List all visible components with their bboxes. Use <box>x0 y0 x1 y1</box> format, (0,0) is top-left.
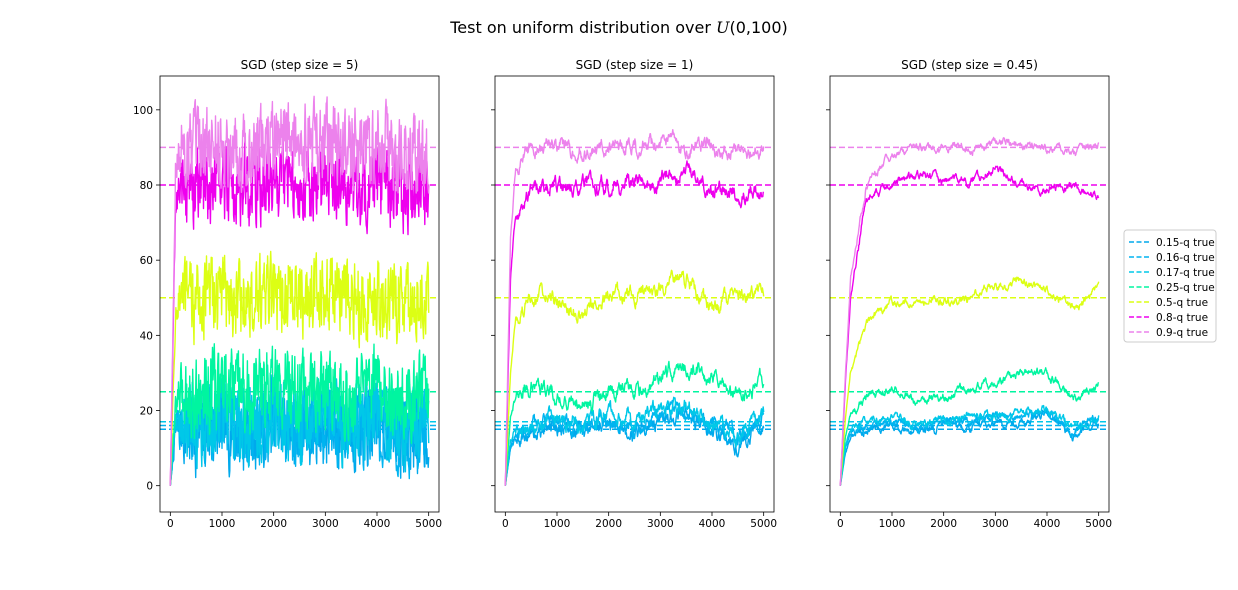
subplot-title: SGD (step size = 0.45) <box>901 58 1038 72</box>
x-tick-label: 3000 <box>312 518 339 530</box>
series-line-0.17-q <box>504 396 765 486</box>
series-line-0.25-q <box>504 360 765 486</box>
x-tick-label: 3000 <box>982 518 1009 530</box>
x-tick-label: 2000 <box>260 518 287 530</box>
x-tick-label: 2000 <box>930 518 957 530</box>
x-tick-label: 0 <box>502 518 509 530</box>
plot-area <box>830 136 1109 486</box>
subplot-1: SGD (step size = 5)0 1000 2000 3000 4000 5000… <box>133 58 442 530</box>
axes-frame <box>494 75 775 513</box>
legend-item: 0.9-q true <box>1129 327 1208 339</box>
legend-item: 0.17-q true <box>1129 267 1215 279</box>
legend-item: 0.8-q true <box>1129 312 1208 324</box>
series-line-0.16-q <box>504 399 765 486</box>
y-tick-label: 20 <box>140 406 153 418</box>
subplot-title: SGD (step size = 1) <box>576 58 694 72</box>
series-line-0.25-q <box>169 343 430 486</box>
legend-box <box>1123 229 1217 343</box>
x-tick-label: 3000 <box>647 518 674 530</box>
x-tick-label: 4000 <box>699 518 726 530</box>
x-tick-label: 2000 <box>595 518 622 530</box>
figure-suptitle: Test on uniform distribution over U(0,10… <box>449 18 788 37</box>
legend-item: 0.25-q true <box>1129 282 1215 294</box>
legend-label: 0.8-q true <box>1156 312 1208 324</box>
x-tick-label: 0 <box>837 518 844 530</box>
plot-area <box>495 129 774 486</box>
legend-label: 0.9-q true <box>1156 327 1208 339</box>
series-line-0.8-q <box>504 160 765 486</box>
x-tick-label: 1000 <box>544 518 571 530</box>
x-tick-label: 4000 <box>1034 518 1061 530</box>
x-tick-label: 1000 <box>209 518 236 530</box>
legend: 0.15-q true 0.16-q true 0.17-q true 0.25-q … <box>1123 229 1217 343</box>
series-line-0.9-q <box>504 129 765 486</box>
y-tick-label: 100 <box>133 105 153 117</box>
series-line-0.16-q <box>839 407 1100 486</box>
axes-frame <box>829 75 1110 513</box>
axes-frame <box>159 75 440 513</box>
subplot-3: SGD (step size = 0.45) 0 1000 2000 3000 4000 5… <box>826 58 1112 530</box>
legend-label: 0.5-q true <box>1156 297 1208 309</box>
y-tick-label: 60 <box>140 255 153 267</box>
series-line-0.17-q <box>839 404 1100 486</box>
legend-label: 0.17-q true <box>1156 267 1215 279</box>
series-line-0.8-q <box>169 136 430 486</box>
x-tick-label: 5000 <box>415 518 442 530</box>
x-tick-label: 1000 <box>879 518 906 530</box>
legend-label: 0.15-q true <box>1156 237 1215 249</box>
legend-item: 0.15-q true <box>1129 237 1215 249</box>
y-tick-label: 0 <box>146 481 153 493</box>
subplot-2: SGD (step size = 1) 0 1000 2000 3000 4000 5000 <box>491 58 777 530</box>
series-line-0.5-q <box>504 269 765 486</box>
legend-item: 0.5-q true <box>1129 297 1208 309</box>
series-line-0.15-q <box>169 373 430 486</box>
y-tick-label: 80 <box>140 180 153 192</box>
y-tick-label: 40 <box>140 330 153 342</box>
series-line-0.15-q <box>504 406 765 486</box>
x-tick-label: 4000 <box>364 518 391 530</box>
series-line-0.5-q <box>839 276 1100 486</box>
plot-area <box>160 95 439 486</box>
series-line-0.9-q <box>169 95 430 486</box>
subplot-title: SGD (step size = 5) <box>241 58 359 72</box>
legend-label: 0.25-q true <box>1156 282 1215 294</box>
legend-label: 0.16-q true <box>1156 252 1215 264</box>
series-line-0.9-q <box>839 136 1100 486</box>
series-line-0.5-q <box>169 250 430 486</box>
legend-item: 0.16-q true <box>1129 252 1215 264</box>
series-line-0.25-q <box>839 367 1100 486</box>
x-tick-label: 0 <box>167 518 174 530</box>
series-line-0.15-q <box>839 409 1100 486</box>
x-tick-label: 5000 <box>750 518 777 530</box>
series-line-0.8-q <box>839 165 1100 486</box>
x-tick-label: 5000 <box>1085 518 1112 530</box>
